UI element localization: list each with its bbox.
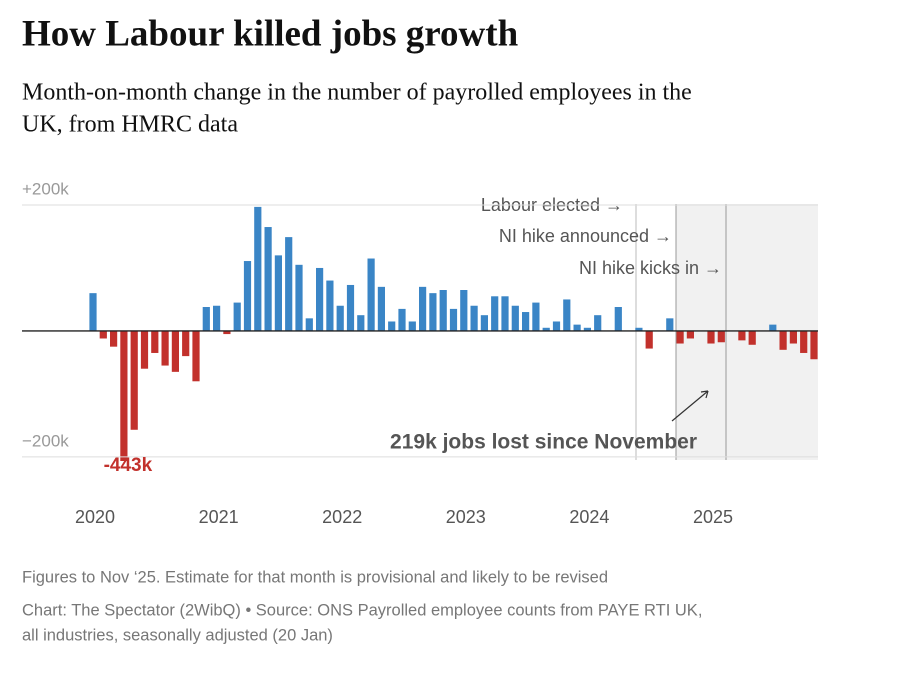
bar <box>594 315 602 331</box>
footnote: Figures to Nov ‘25. Estimate for that mo… <box>22 568 608 586</box>
bar <box>583 327 591 331</box>
y-tick-label: +200k <box>22 179 69 198</box>
bar <box>449 308 458 331</box>
bar <box>480 315 488 331</box>
bar <box>285 237 293 331</box>
bar <box>779 330 787 350</box>
bar <box>274 255 282 331</box>
bar <box>99 330 107 339</box>
bar <box>769 324 777 331</box>
footnote: all industries, seasonally adjusted (20 … <box>22 626 333 644</box>
bar <box>748 330 756 345</box>
bar <box>738 330 746 341</box>
chart-subtitle: UK, from HMRC data <box>22 112 238 138</box>
bar <box>151 330 159 353</box>
annotation: NI hike announced → <box>499 226 672 246</box>
chart-subtitle: Month-on-month change in the number of p… <box>22 80 692 106</box>
bar <box>264 227 272 331</box>
bar <box>542 327 550 331</box>
y-tick-label: −200k <box>22 431 69 450</box>
bar <box>305 318 313 331</box>
bar <box>429 293 437 331</box>
bar <box>491 296 499 331</box>
footnote: Chart: The Spectator (2WibQ) • Source: O… <box>22 601 702 619</box>
bar <box>552 321 561 331</box>
annotation-arrow <box>671 390 709 422</box>
bar <box>522 312 530 331</box>
bar <box>645 330 653 349</box>
chart-title: How Labour killed jobs growth <box>22 13 519 54</box>
bar <box>666 318 674 331</box>
plot <box>89 206 818 461</box>
bar <box>130 330 138 430</box>
annotation-arrow <box>700 390 709 399</box>
bar <box>470 305 478 331</box>
bar <box>800 330 808 353</box>
bar <box>614 307 622 331</box>
bar <box>717 330 725 343</box>
bar <box>810 330 818 360</box>
bar <box>192 330 200 382</box>
bar <box>316 267 324 331</box>
bar <box>511 305 519 331</box>
bar <box>223 330 231 335</box>
bar <box>573 324 581 331</box>
bar <box>367 258 375 331</box>
bar <box>635 327 643 331</box>
bar <box>254 206 262 331</box>
bar <box>161 330 169 366</box>
bar <box>357 315 365 331</box>
bar <box>110 330 118 347</box>
x-tick-label: 2025 <box>693 507 733 527</box>
bar <box>686 330 694 339</box>
bar <box>295 264 303 331</box>
x-tick-label: 2024 <box>569 507 609 527</box>
bar <box>532 302 540 331</box>
annotation: 219k jobs lost since November <box>390 431 697 454</box>
bar <box>398 308 406 331</box>
value-label: -443k <box>104 455 153 476</box>
bar <box>171 330 179 372</box>
x-tick-label: 2022 <box>322 507 362 527</box>
bar <box>326 280 334 331</box>
bar <box>233 302 241 331</box>
bar <box>419 286 427 331</box>
annotation: NI hike kicks in → <box>579 258 722 278</box>
bar <box>377 286 385 331</box>
bar <box>213 305 221 331</box>
bar <box>182 330 190 357</box>
bar <box>120 330 128 461</box>
x-tick-label: 2023 <box>446 507 486 527</box>
bar <box>140 330 149 369</box>
bar <box>460 290 468 331</box>
x-tick-label: 2021 <box>199 507 239 527</box>
bar <box>336 305 344 331</box>
bar <box>202 307 210 331</box>
bar <box>346 284 355 331</box>
bar <box>789 330 797 344</box>
bar <box>89 293 97 331</box>
bar <box>676 330 684 344</box>
bar <box>439 290 447 331</box>
bar <box>388 321 396 331</box>
bar <box>408 321 416 331</box>
x-tick-label: 2020 <box>75 507 115 527</box>
bar <box>707 330 715 344</box>
bar <box>501 296 509 331</box>
bar <box>563 299 571 331</box>
bar <box>243 261 252 331</box>
